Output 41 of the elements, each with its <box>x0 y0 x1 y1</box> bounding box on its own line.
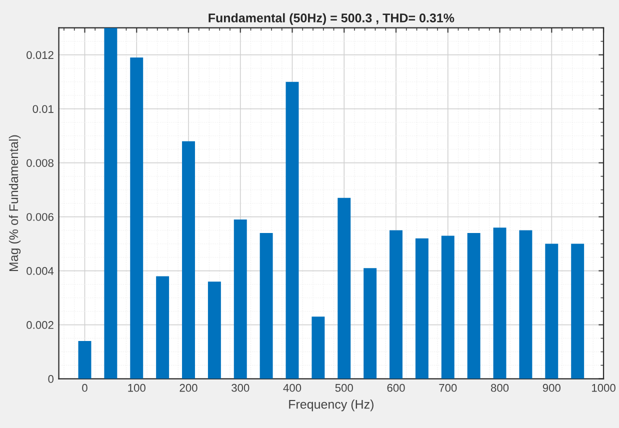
bar <box>519 230 532 379</box>
y-tick-label: 0.01 <box>32 105 54 113</box>
bar <box>130 58 144 379</box>
bar <box>312 316 325 379</box>
bar <box>415 238 428 379</box>
x-tick-label: 100 <box>128 384 146 392</box>
bar <box>78 340 92 379</box>
chart-title: Fundamental (50Hz) = 500.3 , THD= 0.31% <box>208 13 454 25</box>
x-tick-label: 300 <box>232 384 250 392</box>
bar <box>571 244 584 379</box>
bar <box>286 82 299 379</box>
bar <box>545 244 558 379</box>
y-tick-label: 0.012 <box>26 51 54 59</box>
bar <box>467 232 480 379</box>
x-tick-label: 500 <box>335 384 353 392</box>
bar <box>234 220 247 379</box>
bar <box>156 276 170 379</box>
y-tick-label: 0.006 <box>26 213 54 221</box>
bar <box>390 230 402 379</box>
bar <box>260 232 273 379</box>
x-axis-title: Frequency (Hz) <box>289 400 374 412</box>
x-tick-label: 900 <box>542 384 560 392</box>
x-tick-label: 600 <box>387 384 405 392</box>
x-tick-label: 700 <box>439 384 457 392</box>
bar <box>441 236 454 379</box>
x-tick-label: 400 <box>283 384 302 392</box>
x-tick-label: 200 <box>180 384 198 392</box>
bar <box>364 268 377 379</box>
x-tick-label: 800 <box>490 384 509 392</box>
y-tick-label: 0.004 <box>26 267 54 275</box>
bar <box>104 28 118 379</box>
x-tick-label: 1000 <box>592 384 616 392</box>
bar <box>182 141 195 379</box>
y-axis-title: Mag (% of Fundamental) <box>8 135 21 272</box>
y-tick-label: 0.002 <box>26 321 54 329</box>
bar <box>493 228 506 379</box>
bar <box>208 282 221 379</box>
bar <box>338 198 351 379</box>
y-tick-label: 0 <box>48 375 54 383</box>
x-tick-label: 0 <box>82 384 88 392</box>
y-tick-label: 0.008 <box>26 159 54 167</box>
